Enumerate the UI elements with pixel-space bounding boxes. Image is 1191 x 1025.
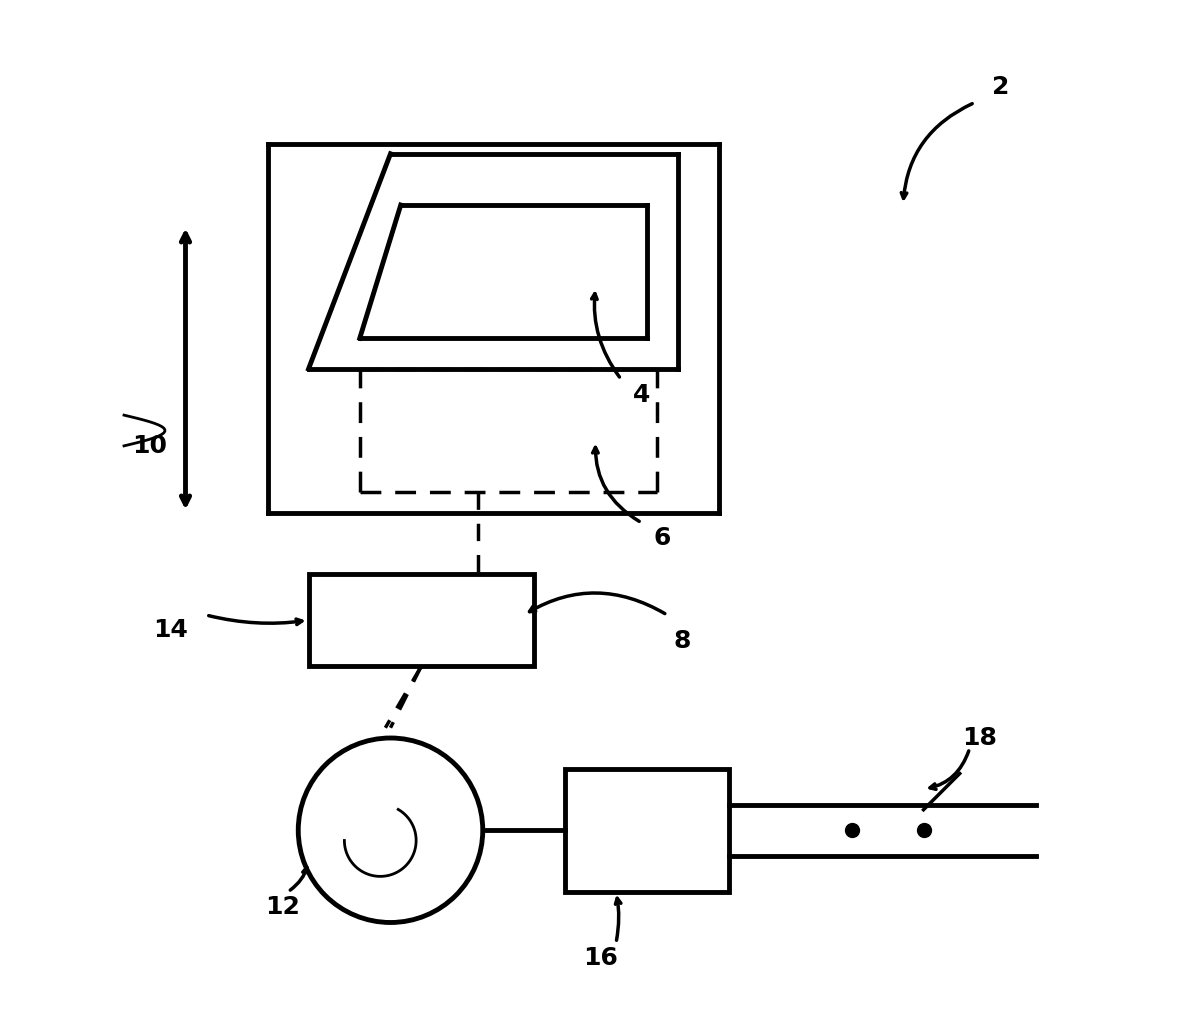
Bar xyxy=(565,769,729,892)
Text: 2: 2 xyxy=(992,75,1009,99)
Text: 18: 18 xyxy=(962,726,997,750)
Text: 6: 6 xyxy=(654,526,671,550)
Text: 16: 16 xyxy=(584,946,618,971)
Text: 10: 10 xyxy=(132,434,167,458)
Text: 14: 14 xyxy=(152,618,187,643)
Text: 8: 8 xyxy=(674,628,691,653)
Text: 12: 12 xyxy=(266,895,300,919)
Text: 4: 4 xyxy=(632,382,650,407)
Bar xyxy=(308,574,534,666)
